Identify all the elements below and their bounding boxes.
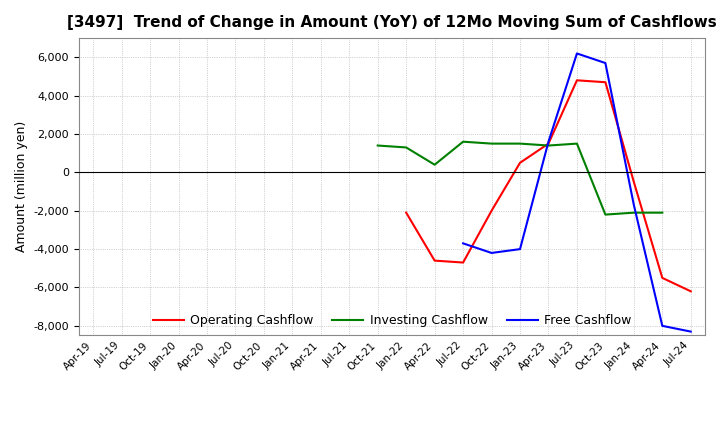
Operating Cashflow	[544, 141, 553, 146]
Investing Cashflow	[402, 145, 410, 150]
Investing Cashflow	[374, 143, 382, 148]
Investing Cashflow	[658, 210, 667, 215]
Investing Cashflow	[516, 141, 524, 146]
Investing Cashflow	[601, 212, 610, 217]
Investing Cashflow	[487, 141, 496, 146]
Operating Cashflow	[516, 160, 524, 165]
Investing Cashflow	[629, 210, 638, 215]
Operating Cashflow	[686, 289, 695, 294]
Title: [3497]  Trend of Change in Amount (YoY) of 12Mo Moving Sum of Cashflows: [3497] Trend of Change in Amount (YoY) o…	[67, 15, 717, 30]
Investing Cashflow	[544, 143, 553, 148]
Investing Cashflow	[431, 162, 439, 167]
Investing Cashflow	[459, 139, 467, 144]
Line: Investing Cashflow: Investing Cashflow	[378, 142, 662, 215]
Y-axis label: Amount (million yen): Amount (million yen)	[15, 121, 28, 253]
Operating Cashflow	[459, 260, 467, 265]
Line: Operating Cashflow: Operating Cashflow	[406, 81, 690, 291]
Operating Cashflow	[431, 258, 439, 263]
Operating Cashflow	[601, 80, 610, 85]
Operating Cashflow	[572, 78, 581, 83]
Operating Cashflow	[402, 210, 410, 215]
Investing Cashflow	[572, 141, 581, 146]
Operating Cashflow	[629, 180, 638, 185]
Legend: Operating Cashflow, Investing Cashflow, Free Cashflow: Operating Cashflow, Investing Cashflow, …	[148, 309, 636, 332]
Operating Cashflow	[658, 275, 667, 281]
Operating Cashflow	[487, 208, 496, 213]
